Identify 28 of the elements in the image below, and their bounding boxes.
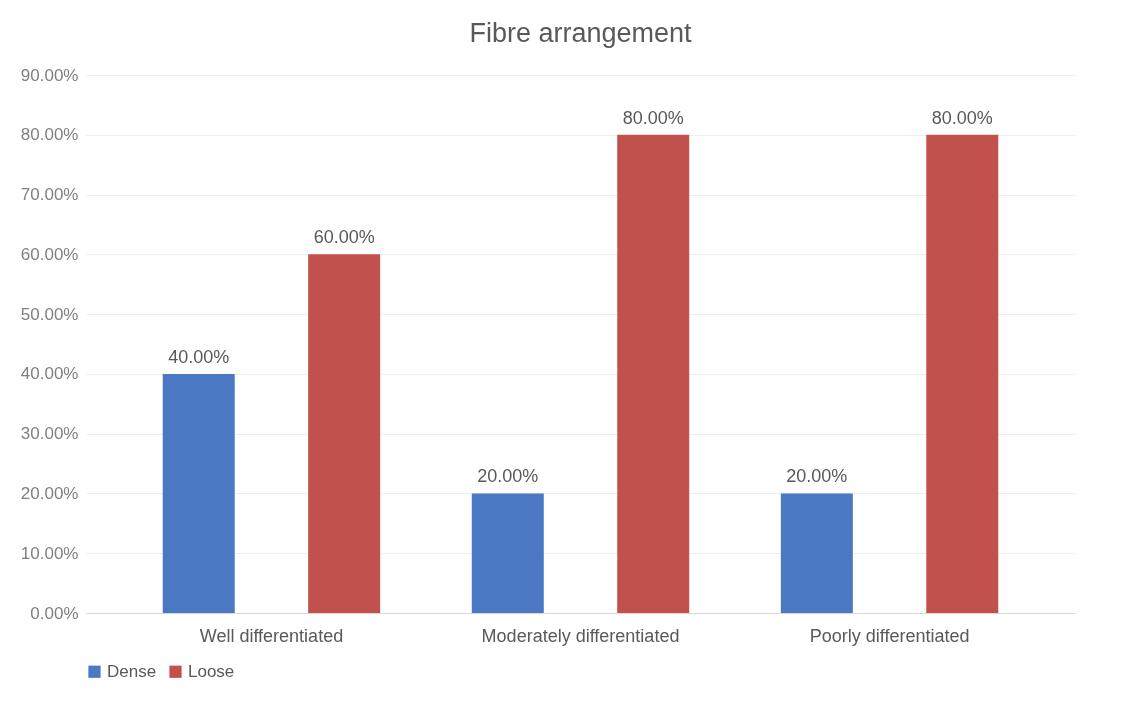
legend-label: Dense	[107, 661, 157, 681]
y-tick-label: 50.00%	[20, 304, 79, 324]
y-tick-label: 70.00%	[20, 185, 79, 205]
data-label: 40.00%	[168, 346, 230, 367]
y-tick-label: 20.00%	[20, 483, 79, 503]
data-label: 60.00%	[313, 227, 375, 248]
data-label: 20.00%	[477, 466, 539, 487]
y-tick-label: 80.00%	[20, 125, 79, 145]
y-tick-label: 30.00%	[20, 424, 79, 444]
x-tick-label: Poorly differentiated	[809, 625, 970, 646]
y-tick-label: 10.00%	[20, 543, 79, 563]
bar	[780, 493, 853, 613]
x-tick-label: Well differentiated	[199, 625, 344, 646]
y-tick-label: 0.00%	[30, 603, 79, 623]
bar	[308, 254, 381, 613]
y-tick-label: 40.00%	[20, 364, 79, 384]
bar	[471, 493, 544, 613]
data-label: 80.00%	[931, 107, 993, 128]
y-tick-label: 60.00%	[20, 244, 79, 264]
y-tick-label: 90.00%	[20, 65, 79, 85]
bar	[162, 373, 235, 613]
data-label: 20.00%	[786, 466, 848, 487]
chart-title: Fibre arrangement	[469, 18, 693, 48]
data-label: 80.00%	[622, 107, 684, 128]
legend-label: Loose	[188, 661, 235, 681]
x-tick-label: Moderately differentiated	[481, 625, 680, 646]
bar	[617, 134, 690, 613]
bar	[926, 134, 999, 613]
